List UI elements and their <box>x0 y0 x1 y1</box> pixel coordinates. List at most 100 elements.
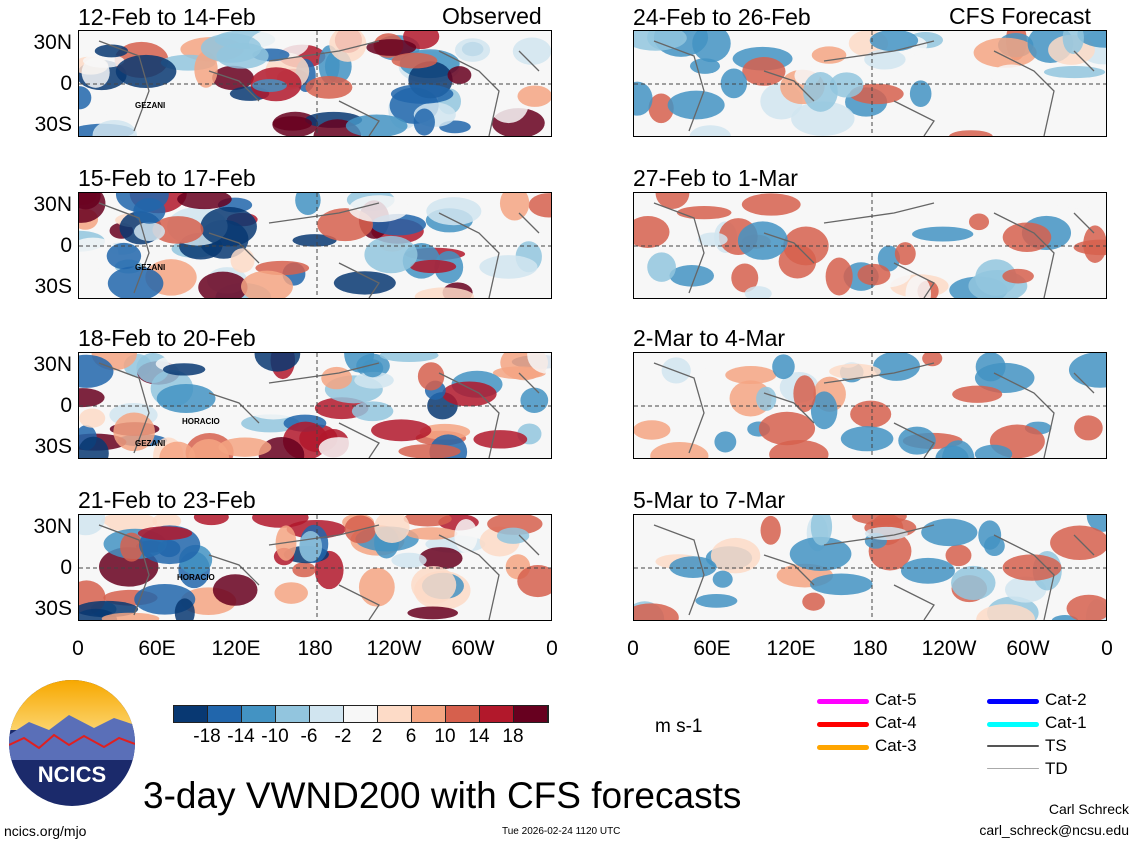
anomaly-blob <box>742 57 786 86</box>
anomaly-blob <box>912 226 974 242</box>
anomaly-blob <box>949 130 993 136</box>
anomaly-blob <box>968 213 990 231</box>
anomaly-blob <box>864 49 906 70</box>
colorbar-swatch <box>242 706 276 722</box>
lon-label: 60W <box>1006 637 1050 660</box>
panel-title: 5-Mar to 7-Mar <box>633 487 786 513</box>
anomaly-blob <box>198 271 248 298</box>
legend-line-cat-1 <box>987 722 1039 727</box>
footer-link[interactable]: ncics.org/mjo <box>4 823 87 839</box>
anomaly-blob <box>741 193 801 216</box>
anomaly-blob <box>329 31 367 62</box>
anomaly-blob <box>528 193 551 218</box>
legend-label: Cat-3 <box>875 736 917 755</box>
legend-label: Cat-5 <box>875 690 917 709</box>
anomaly-blob <box>810 391 838 430</box>
anomaly-blob <box>79 388 105 408</box>
anomaly-blob <box>829 72 864 98</box>
anomaly-blob <box>857 263 891 286</box>
anomaly-blob <box>869 31 919 52</box>
anomaly-blob <box>295 193 321 216</box>
anomaly-blob <box>113 412 155 452</box>
anomaly-blob <box>725 366 777 385</box>
anomaly-blob <box>212 574 258 606</box>
anomaly-blob <box>922 353 943 367</box>
anomaly-blob <box>194 51 218 88</box>
anomaly-blob <box>864 526 908 541</box>
anomaly-blob <box>252 515 309 528</box>
anomaly-blob <box>512 37 551 65</box>
anomaly-blob <box>710 537 761 574</box>
anomaly-blob <box>447 66 472 85</box>
map-panel <box>633 514 1107 621</box>
anomaly-blob <box>354 371 394 389</box>
anomaly-blob <box>669 265 715 287</box>
ncics-logo: NCICS <box>9 680 135 806</box>
anomaly-blob <box>410 259 457 274</box>
legend-line-cat-4 <box>817 722 869 727</box>
colorbar-label: 10 <box>434 726 456 747</box>
anomaly-blob <box>772 354 795 380</box>
colorbar-swatch <box>514 706 548 722</box>
anomaly-blob <box>527 353 551 374</box>
colorbar-label: -6 <box>300 726 318 747</box>
anomaly-blob <box>756 386 777 411</box>
lon-label: 120E <box>211 637 261 660</box>
lat-label: 30S <box>34 597 72 620</box>
main-title: 3-day VWND200 with CFS forecasts <box>143 775 742 816</box>
anomaly-blob <box>101 612 160 620</box>
anomaly-blob <box>689 58 721 74</box>
anomaly-blob <box>898 426 936 455</box>
anomaly-blob <box>94 44 129 58</box>
anomaly-blob <box>212 65 254 91</box>
colorbar-swatch <box>276 706 310 722</box>
anomaly-blob <box>669 556 717 578</box>
colorbar-label: 6 <box>405 726 417 747</box>
anomaly-blob <box>941 440 975 458</box>
legend-line-ts <box>987 745 1039 747</box>
colorbar-swatch <box>208 706 242 722</box>
lon-label: 60E <box>693 637 731 660</box>
coastline <box>98 362 540 458</box>
anomaly-blob <box>737 221 788 260</box>
anomaly-blob <box>634 31 687 51</box>
anomaly-blob <box>200 33 262 63</box>
anomaly-blob <box>517 85 551 107</box>
legend-line-cat-2 <box>987 699 1039 704</box>
anomaly-blob <box>403 515 452 527</box>
map-panel <box>633 352 1107 459</box>
anomaly-blob <box>305 76 353 99</box>
anomaly-blob <box>991 64 1032 88</box>
lon-label: 120W <box>366 637 422 660</box>
anomaly-blob <box>758 411 816 446</box>
anomaly-blob <box>809 573 873 596</box>
anomaly-blob <box>697 232 728 247</box>
legend-line-td <box>987 768 1039 769</box>
anomaly-blob <box>973 37 1037 68</box>
anomaly-blob <box>731 263 759 293</box>
panel-title: 15-Feb to 17-Feb <box>78 165 256 191</box>
anomaly-blob <box>695 593 738 608</box>
anomaly-blob <box>398 444 461 458</box>
lon-label: 60E <box>138 637 176 660</box>
lon-label: 120W <box>921 637 977 660</box>
anomaly-blob <box>634 420 671 440</box>
anomaly-blob <box>156 384 216 414</box>
anomaly-blob <box>789 536 852 571</box>
anomaly-blob <box>634 215 670 249</box>
storm-label: HORACIO <box>177 573 215 582</box>
anomaly-blob <box>894 242 916 266</box>
anomaly-blob <box>720 68 748 99</box>
anomaly-blob <box>79 86 92 110</box>
anomaly-blob <box>676 205 732 220</box>
panel-title: 21-Feb to 23-Feb <box>78 487 256 513</box>
anomaly-blob <box>371 419 432 442</box>
anomaly-blob <box>242 386 305 420</box>
anomaly-blob <box>442 381 497 407</box>
map-panel: HORACIO <box>78 514 552 621</box>
email[interactable]: carl_schreck@ncsu.edu <box>979 822 1129 838</box>
lat-label: 30S <box>34 113 72 136</box>
storm-label: GEZANI <box>135 263 166 272</box>
legend-label: Cat-4 <box>875 713 917 732</box>
